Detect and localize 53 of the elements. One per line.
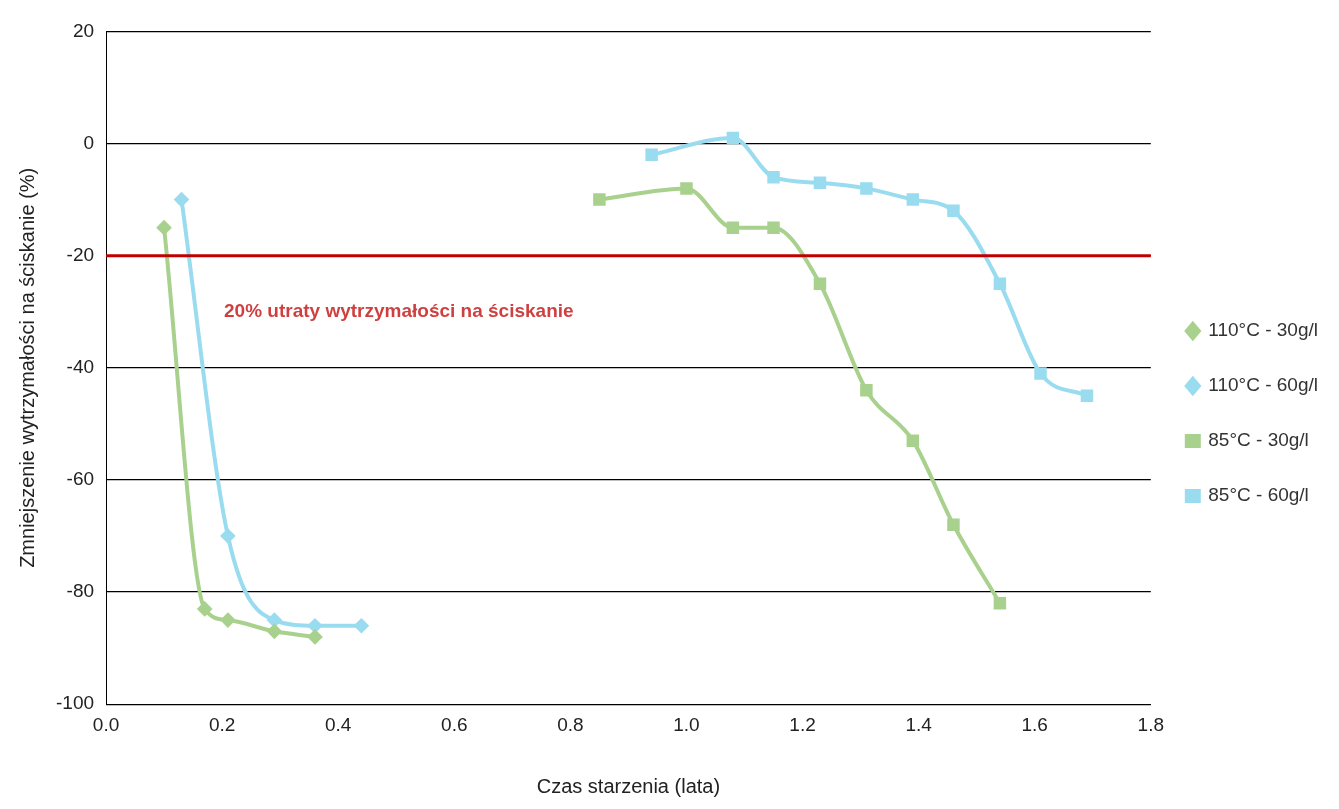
x-axis-title: Czas starzenia (lata) (536, 774, 721, 797)
x-tick-label: 1.2 (789, 713, 816, 735)
point (680, 182, 693, 195)
point (906, 434, 920, 447)
x-tick-label: 0.0 (92, 713, 120, 735)
point (860, 383, 873, 397)
point (860, 182, 873, 195)
point (197, 601, 212, 616)
x-tick-label: 0.8 (557, 713, 584, 735)
x-tick-label: 1.0 (673, 713, 700, 735)
point (947, 204, 960, 218)
point (157, 220, 172, 235)
y-axis-title: Zmniejszenie wytrzymałości na ściskanie (%) (15, 167, 38, 568)
y-tick-label: -100 (56, 692, 95, 714)
point (307, 629, 322, 644)
y-tick-label: -40 (66, 356, 95, 378)
legend-label: 85°C - 30g/l (1208, 429, 1309, 451)
point (767, 170, 780, 184)
point (645, 148, 658, 161)
point (1034, 367, 1047, 380)
point (267, 624, 282, 639)
legend-label: 110°C - 60g/l (1208, 374, 1319, 396)
x-tick-label: 0.2 (208, 713, 236, 735)
point (1080, 389, 1094, 403)
y-tick-label: 0 (83, 131, 95, 153)
point (220, 529, 235, 543)
y-tick-label: -20 (66, 243, 95, 265)
y-tick-label: -60 (66, 468, 95, 490)
x-tick-label: 1.4 (905, 713, 933, 735)
point (726, 221, 740, 234)
point (307, 618, 322, 633)
point (593, 193, 606, 206)
point (813, 176, 827, 190)
ref-line-label: 20% utraty wytrzymałości na ściskanie (224, 299, 574, 321)
point (726, 131, 740, 145)
point (993, 277, 1007, 290)
point (220, 613, 235, 628)
legend-label: 110°C - 30g/l (1208, 319, 1319, 341)
x-tick-label: 1.6 (1021, 713, 1048, 735)
point (906, 193, 920, 206)
y-tick-label: -80 (66, 580, 95, 602)
y-tick-label: 20 (72, 19, 95, 41)
legend-label: 85°C - 60g/l (1208, 484, 1309, 506)
point (993, 597, 1007, 610)
point (813, 277, 827, 290)
x-tick-label: 1.8 (1137, 713, 1165, 735)
point (267, 613, 282, 628)
point (947, 518, 960, 532)
point (354, 618, 369, 633)
point (174, 192, 189, 207)
x-tick-label: 0.6 (441, 713, 468, 735)
x-tick-label: 0.4 (324, 713, 352, 735)
point (767, 221, 780, 234)
